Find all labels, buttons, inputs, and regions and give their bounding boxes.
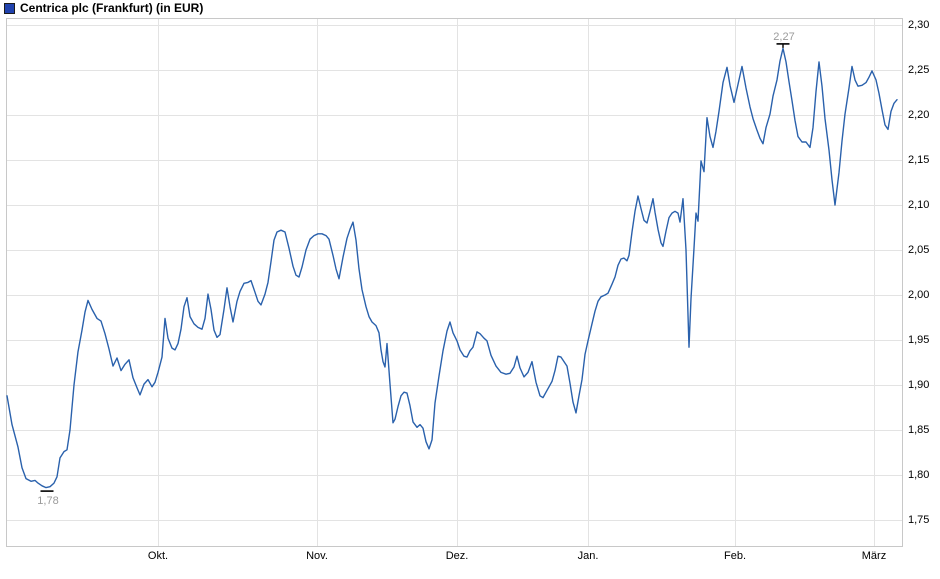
x-tick-label: Nov. — [306, 550, 328, 562]
y-tick-label: 2,20 — [908, 108, 930, 121]
x-tick-label: Feb. — [723, 550, 747, 562]
series-marker-icon — [4, 3, 15, 14]
y-tick-label: 2,05 — [908, 243, 930, 256]
y-tick-label: 1,85 — [908, 423, 930, 436]
x-tick-label: Okt. — [147, 550, 169, 562]
chart-title: Centrica plc (Frankfurt) (in EUR) — [20, 1, 204, 15]
y-tick-label: 2,00 — [908, 288, 930, 301]
annotation-max-label: 2,27 — [773, 31, 795, 44]
annotation-min-label: 1,78 — [37, 494, 59, 507]
y-tick-label: 1,80 — [908, 468, 930, 481]
y-tick-label: 2,30 — [908, 18, 930, 31]
x-tick-label: Jan. — [577, 550, 599, 562]
y-tick-label: 1,90 — [908, 378, 930, 391]
x-tick-label: März — [861, 550, 887, 562]
y-tick-label: 2,15 — [908, 153, 930, 166]
y-tick-label: 2,10 — [908, 198, 930, 211]
x-tick-label: Dez. — [445, 550, 469, 562]
y-tick-label: 1,75 — [908, 513, 930, 526]
legend: Centrica plc (Frankfurt) (in EUR) — [4, 2, 203, 15]
y-tick-label: 2,25 — [908, 63, 930, 76]
y-tick-label: 1,95 — [908, 333, 930, 346]
